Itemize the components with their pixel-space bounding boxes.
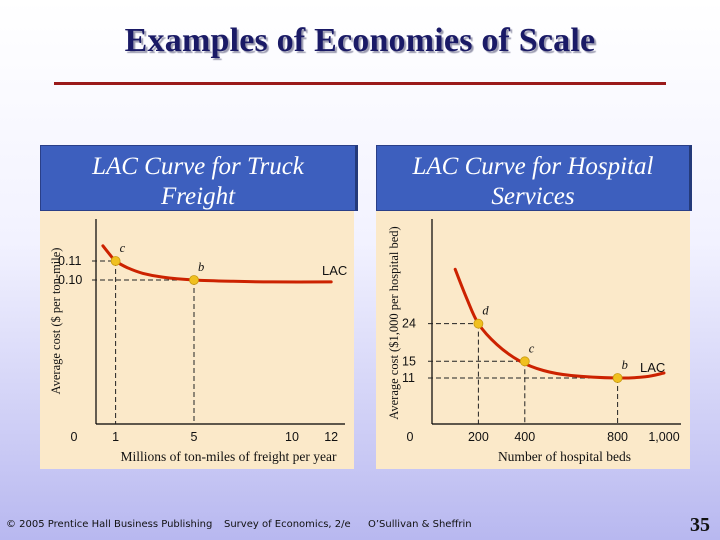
truck-y-tick-label: 0.11 — [58, 254, 81, 268]
truck-plot-background — [40, 211, 354, 469]
hospital-y-tick-label: 15 — [402, 354, 416, 368]
hospital-lac-chart: 0 200 400 800 1,000 24 15 11 LAC d c b Number of hos… — [376, 211, 690, 469]
hospital-x-tick-label: 400 — [514, 430, 535, 444]
hospital-y-tick-label: 11 — [402, 371, 415, 385]
hospital-lac-curve — [453, 267, 666, 380]
truck-freight-lac-chart: 0 1 5 10 12 0.11 0.10 LAC c b Millions of ton-mile… — [40, 211, 354, 469]
right-chart-title-line-2: Services — [491, 183, 575, 210]
slide-title: Examples of Economies of Scale — [124, 22, 596, 59]
hospital-x-tick-label: 1,000 — [648, 430, 679, 444]
truck-y-tick-label: 0.10 — [58, 273, 82, 287]
hospital-lac-label: LAC — [640, 360, 665, 375]
footer-book: Survey of Economics, 2/e — [224, 519, 351, 530]
right-chart-title-line-1: LAC Curve for Hospital — [412, 153, 654, 180]
truck-point-label: b — [198, 260, 204, 274]
hospital-point-c — [519, 356, 530, 367]
right-chart-title: LAC Curve for Hospital Services — [376, 145, 692, 211]
left-chart-title-line-2: Freight — [160, 183, 236, 210]
footer-publisher: © 2005 Prentice Hall Business Publishing — [6, 519, 213, 530]
hospital-point-label: b — [622, 358, 628, 372]
footer-authors: O’Sullivan & Sheffrin — [368, 519, 472, 530]
hospital-x-tick-label: 200 — [468, 430, 489, 444]
hospital-x-tick-label: 0 — [407, 430, 414, 444]
hospital-plot-background — [376, 211, 690, 469]
hospital-point-label: d — [482, 304, 489, 318]
hospital-point-d — [473, 318, 484, 329]
hospital-point-b — [612, 373, 623, 383]
truck-point-b — [189, 275, 199, 285]
hospital-x-tick-label: 800 — [607, 430, 628, 444]
hospital-y-axis-title: Average cost ($1,000 per hospital bed) — [387, 226, 401, 419]
hospital-y-tick-label: 24 — [402, 317, 416, 331]
truck-lac-label: LAC — [322, 263, 347, 278]
title-rule — [54, 82, 666, 85]
truck-point-label: c — [120, 241, 126, 255]
truck-point-c — [110, 256, 121, 266]
truck-x-tick-label: 5 — [191, 430, 198, 444]
hospital-x-axis-title: Number of hospital beds — [498, 449, 631, 464]
hospital-point-label: c — [529, 341, 535, 355]
left-chart-title: LAC Curve for Truck Freight — [40, 145, 358, 211]
truck-x-tick-label: 10 — [285, 430, 299, 444]
left-chart-title-line-1: LAC Curve for Truck — [92, 153, 304, 180]
truck-x-tick-label: 0 — [71, 430, 78, 444]
truck-x-tick-label: 12 — [324, 430, 338, 444]
page-number: 35 — [690, 514, 710, 536]
truck-x-axis-title: Millions of ton-miles of freight per yea… — [121, 449, 337, 464]
truck-y-axis-title: Average cost ($ per ton-mile) — [49, 248, 63, 395]
truck-x-tick-label: 1 — [112, 430, 119, 444]
